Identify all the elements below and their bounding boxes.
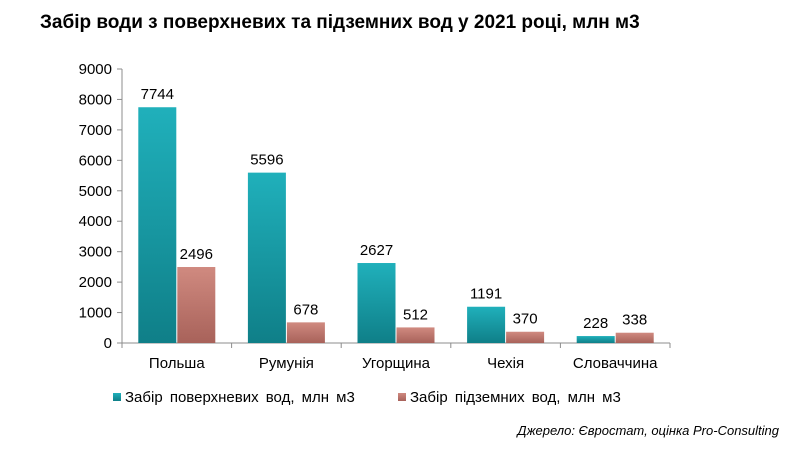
x-tick-label: Румунія	[259, 355, 314, 372]
value-label: 370	[513, 311, 538, 328]
chart-axes: 0 1000 2000 3000 4000 5000 6000 7000 8000 9000	[79, 61, 671, 352]
source-note: Джерело: Євростат, оцінка Pro-Consulting	[517, 423, 779, 438]
bar-ground-4	[506, 331, 545, 343]
bar-ground-1	[177, 267, 216, 343]
legend-label: Забір поверхневих вод, млн м3	[125, 389, 355, 406]
y-tick-label: 0	[104, 335, 112, 352]
y-tick-label: 5000	[79, 183, 112, 200]
legend-label: Забір підземних вод, млн м3	[410, 389, 621, 406]
value-label: 7744	[141, 86, 174, 103]
y-tick-label: 1000	[79, 305, 112, 322]
bar-ground-5	[615, 332, 654, 343]
y-tick-label: 9000	[79, 61, 112, 78]
legend-swatch	[113, 393, 121, 401]
bar-surface-2	[247, 172, 286, 343]
bar-surface-3	[357, 263, 396, 343]
y-tick-label: 8000	[79, 91, 112, 108]
x-tick-label: Угорщина	[362, 355, 431, 372]
bar-surface-5	[576, 336, 615, 343]
y-tick-label: 3000	[79, 244, 112, 261]
value-label: 678	[293, 301, 318, 318]
x-tick-label: Чехія	[487, 355, 524, 372]
value-label: 2627	[360, 242, 393, 259]
chart-legend: Забір поверхневих вод, млн м3 Забір підзе…	[113, 389, 621, 406]
bar-surface-4	[467, 306, 506, 343]
y-tick-label: 4000	[79, 213, 112, 230]
chart-title: Забір води з поверхневих та підземних во…	[40, 12, 640, 33]
y-tick-label: 2000	[79, 274, 112, 291]
chart-bars	[138, 107, 654, 343]
x-tick-label: Польша	[149, 355, 205, 372]
value-label: 5596	[250, 152, 283, 169]
value-label: 2496	[180, 246, 213, 263]
value-label: 1191	[470, 286, 502, 303]
chart-labels: 7744 2496 Польша 5596 678 Румунія 2627 512 Угорщ…	[141, 86, 659, 372]
value-label: 228	[583, 315, 608, 332]
value-label: 338	[622, 312, 647, 329]
y-tick-label: 6000	[79, 152, 112, 169]
value-label: 512	[403, 306, 428, 323]
x-tick-label: Словаччина	[573, 355, 658, 372]
bar-ground-2	[286, 322, 325, 343]
legend-swatch	[398, 393, 406, 401]
y-tick-label: 7000	[79, 122, 112, 139]
bar-surface-1	[138, 107, 177, 343]
bar-ground-3	[396, 327, 435, 343]
